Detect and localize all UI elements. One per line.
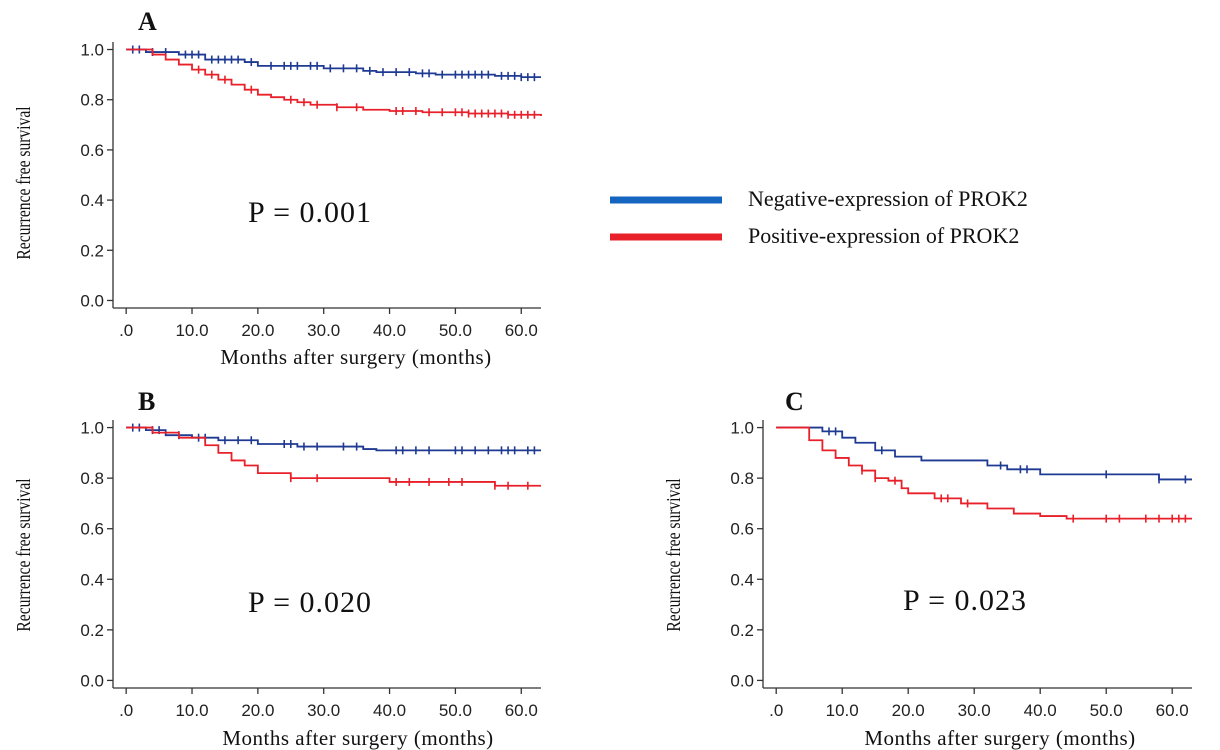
- y-tick-label-a: 0.4: [80, 191, 104, 210]
- x-tick-label-c: 50.0: [1090, 701, 1123, 720]
- km-curve-positive-a: [126, 48, 542, 117]
- y-tick-label-a: 0.0: [80, 291, 104, 310]
- x-tick-label-a: 30.0: [307, 321, 340, 340]
- x-tick-label-a: 60.0: [505, 321, 538, 340]
- y-tick-label-b: 0.0: [80, 671, 104, 690]
- panel-label-b: B: [138, 387, 155, 416]
- y-tick-label-a: 0.2: [80, 241, 104, 260]
- km-curve-positive-b: [126, 426, 541, 487]
- y-tick-label-c: 1.0: [730, 419, 754, 438]
- chart-panel-a: 0.0 0.2 0.4 0.6 0.8 1.0 .0 10.0 20.0 30.0 40.0 50.0…: [12, 41, 542, 369]
- x-tick-label-c: 60.0: [1156, 701, 1189, 720]
- pvalue-a: P = 0.001: [248, 196, 372, 229]
- km-curve-negative-c: [776, 426, 1192, 481]
- panel-label-c: C: [785, 387, 804, 416]
- y-tick-label-c: 0.2: [730, 621, 754, 640]
- x-tick-label-b: 10.0: [175, 701, 208, 720]
- x-tick-label-c: 30.0: [958, 701, 991, 720]
- x-tick-label-c: 40.0: [1024, 701, 1057, 720]
- x-axis-title-c: Months after surgery (months): [864, 726, 1135, 750]
- x-tick-label-b: 30.0: [307, 701, 340, 720]
- x-tick-label-b: 20.0: [241, 701, 274, 720]
- chart-panel-c: 0.0 0.2 0.4 0.6 0.8 1.0 .0 10.0 20.0 30.0 40.0 50.0…: [662, 419, 1192, 750]
- y-axis-title-c: Recurrence free survival: [662, 478, 684, 631]
- legend-label-positive: Positive-expression of PROK2: [748, 223, 1019, 248]
- km-curve-negative-a: [126, 48, 541, 79]
- x-tick-label-a: 10.0: [175, 321, 208, 340]
- y-tick-label-b: 1.0: [80, 419, 104, 438]
- y-tick-label-b: 0.2: [80, 621, 104, 640]
- y-tick-label-b: 0.6: [80, 520, 104, 539]
- x-axis-title-a: Months after surgery (months): [220, 345, 491, 369]
- km-curve-positive-c: [776, 426, 1192, 520]
- y-axis-title-a: Recurrence free survival: [12, 106, 34, 259]
- y-tick-label-c: 0.6: [730, 520, 754, 539]
- pvalue-b: P = 0.020: [248, 586, 372, 619]
- panel-label-a: A: [138, 7, 157, 36]
- legend: Negative-expression of PROK2 Positive-ex…: [610, 186, 1028, 248]
- x-tick-label-a: 50.0: [439, 321, 472, 340]
- pvalue-c: P = 0.023: [903, 584, 1027, 617]
- x-tick-label-a: .0: [119, 321, 133, 340]
- y-tick-label-c: 0.0: [730, 671, 754, 690]
- legend-label-negative: Negative-expression of PROK2: [748, 186, 1028, 211]
- x-tick-label-b: 40.0: [373, 701, 406, 720]
- x-tick-label-b: .0: [119, 701, 133, 720]
- x-tick-label-b: 50.0: [439, 701, 472, 720]
- y-tick-label-a: 0.8: [80, 91, 104, 110]
- km-curve-negative-b: [126, 426, 541, 452]
- x-axis-title-b: Months after surgery (months): [222, 726, 493, 750]
- y-tick-label-a: 1.0: [80, 41, 104, 60]
- y-tick-label-b: 0.4: [80, 570, 104, 589]
- y-tick-label-c: 0.4: [730, 570, 754, 589]
- x-tick-label-b: 60.0: [505, 701, 538, 720]
- y-tick-label-c: 0.8: [730, 469, 754, 488]
- x-tick-label-c: 10.0: [826, 701, 859, 720]
- x-tick-label-a: 20.0: [241, 321, 274, 340]
- y-tick-label-b: 0.8: [80, 469, 104, 488]
- x-tick-label-c: 20.0: [892, 701, 925, 720]
- chart-panel-b: 0.0 0.2 0.4 0.6 0.8 1.0 .0 10.0 20.0 30.0 40.0 50.0…: [12, 419, 541, 750]
- x-tick-label-c: .0: [769, 701, 783, 720]
- y-tick-label-a: 0.6: [80, 141, 104, 160]
- y-axis-title-b: Recurrence free survival: [12, 478, 34, 631]
- x-tick-label-a: 40.0: [373, 321, 406, 340]
